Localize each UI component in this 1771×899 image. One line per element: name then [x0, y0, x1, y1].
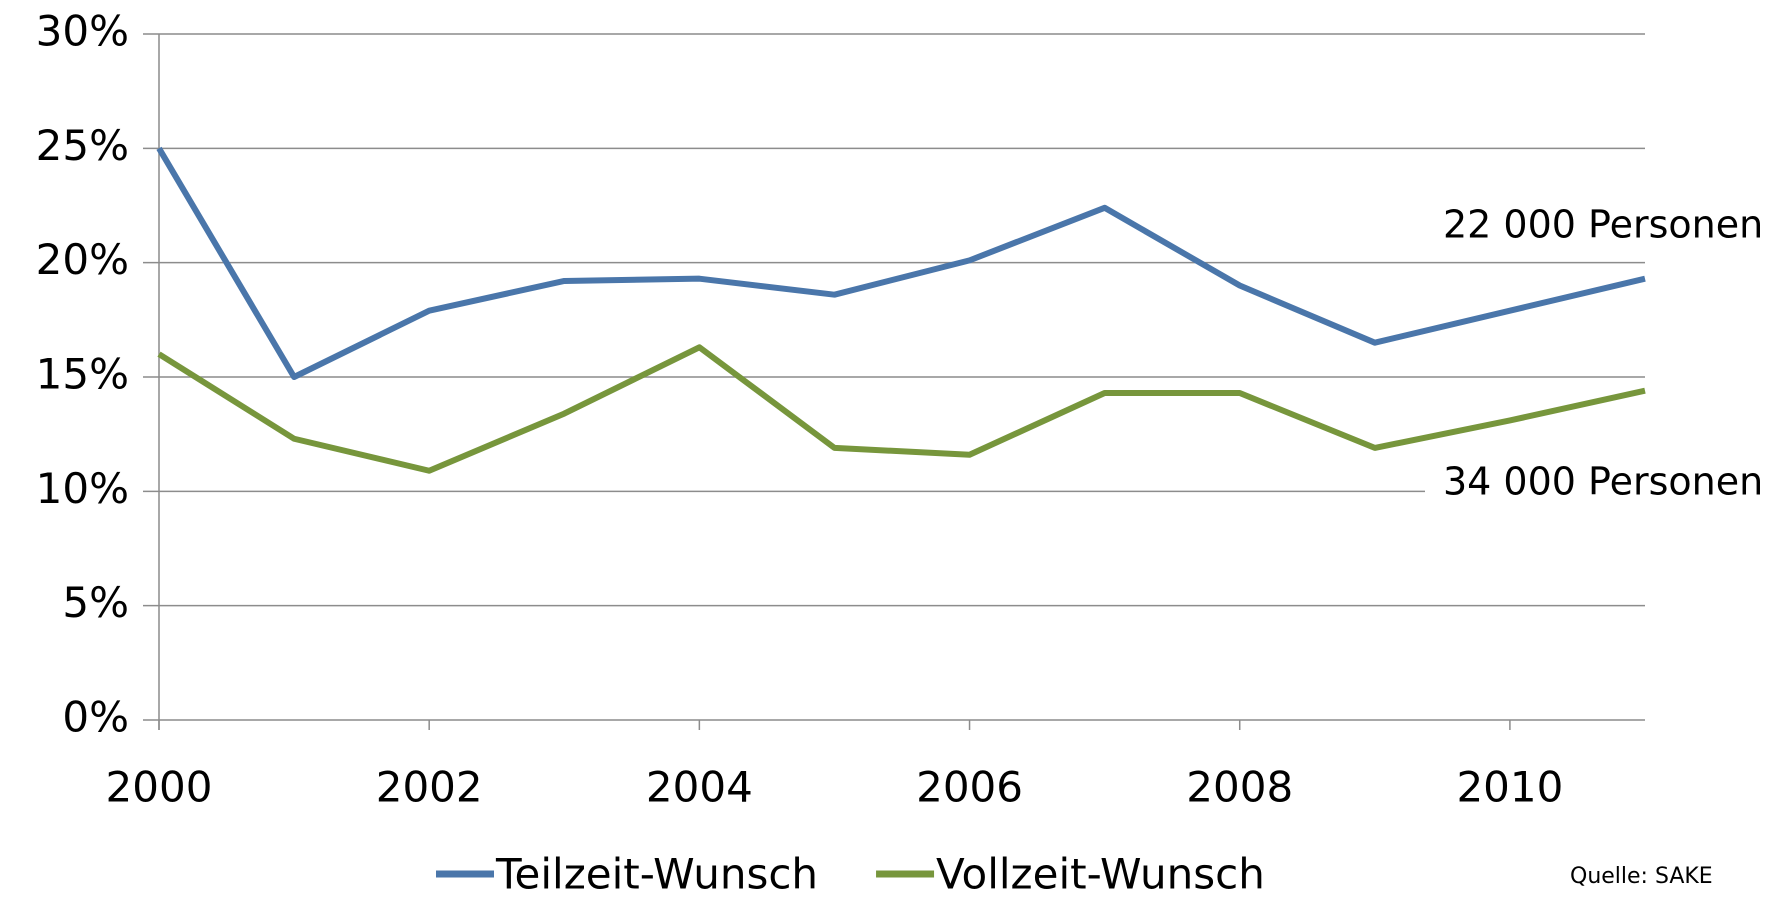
x-tick-label: 2006: [916, 763, 1023, 812]
y-tick-label: 10%: [36, 464, 129, 513]
source: Quelle: SAKE: [1570, 864, 1713, 889]
y-tick-label: 25%: [36, 121, 129, 170]
annotation: 34 000 Personen: [1443, 460, 1763, 504]
series-line: [157, 344, 1646, 474]
legend-label: Teilzeit-Wunsch: [495, 850, 818, 899]
y-tick-label: 15%: [36, 350, 129, 399]
legend-label: Vollzeit-Wunsch: [936, 850, 1265, 899]
y-tick-label: 0%: [62, 693, 129, 742]
y-tick-label: 5%: [62, 578, 129, 627]
x-tick-label: 2000: [106, 763, 213, 812]
y-tick-label: 20%: [36, 235, 129, 284]
x-tick-label: 2004: [646, 763, 753, 812]
x-tick-label: 2008: [1186, 763, 1293, 812]
series-line: [156, 146, 1646, 380]
y-tick-label: 30%: [36, 7, 129, 56]
x-tick-label: 2002: [376, 763, 483, 812]
x-tick-label: 2010: [1456, 763, 1563, 812]
annotation-bg: [1425, 462, 1771, 506]
annotation: 22 000 Personen: [1443, 203, 1763, 247]
